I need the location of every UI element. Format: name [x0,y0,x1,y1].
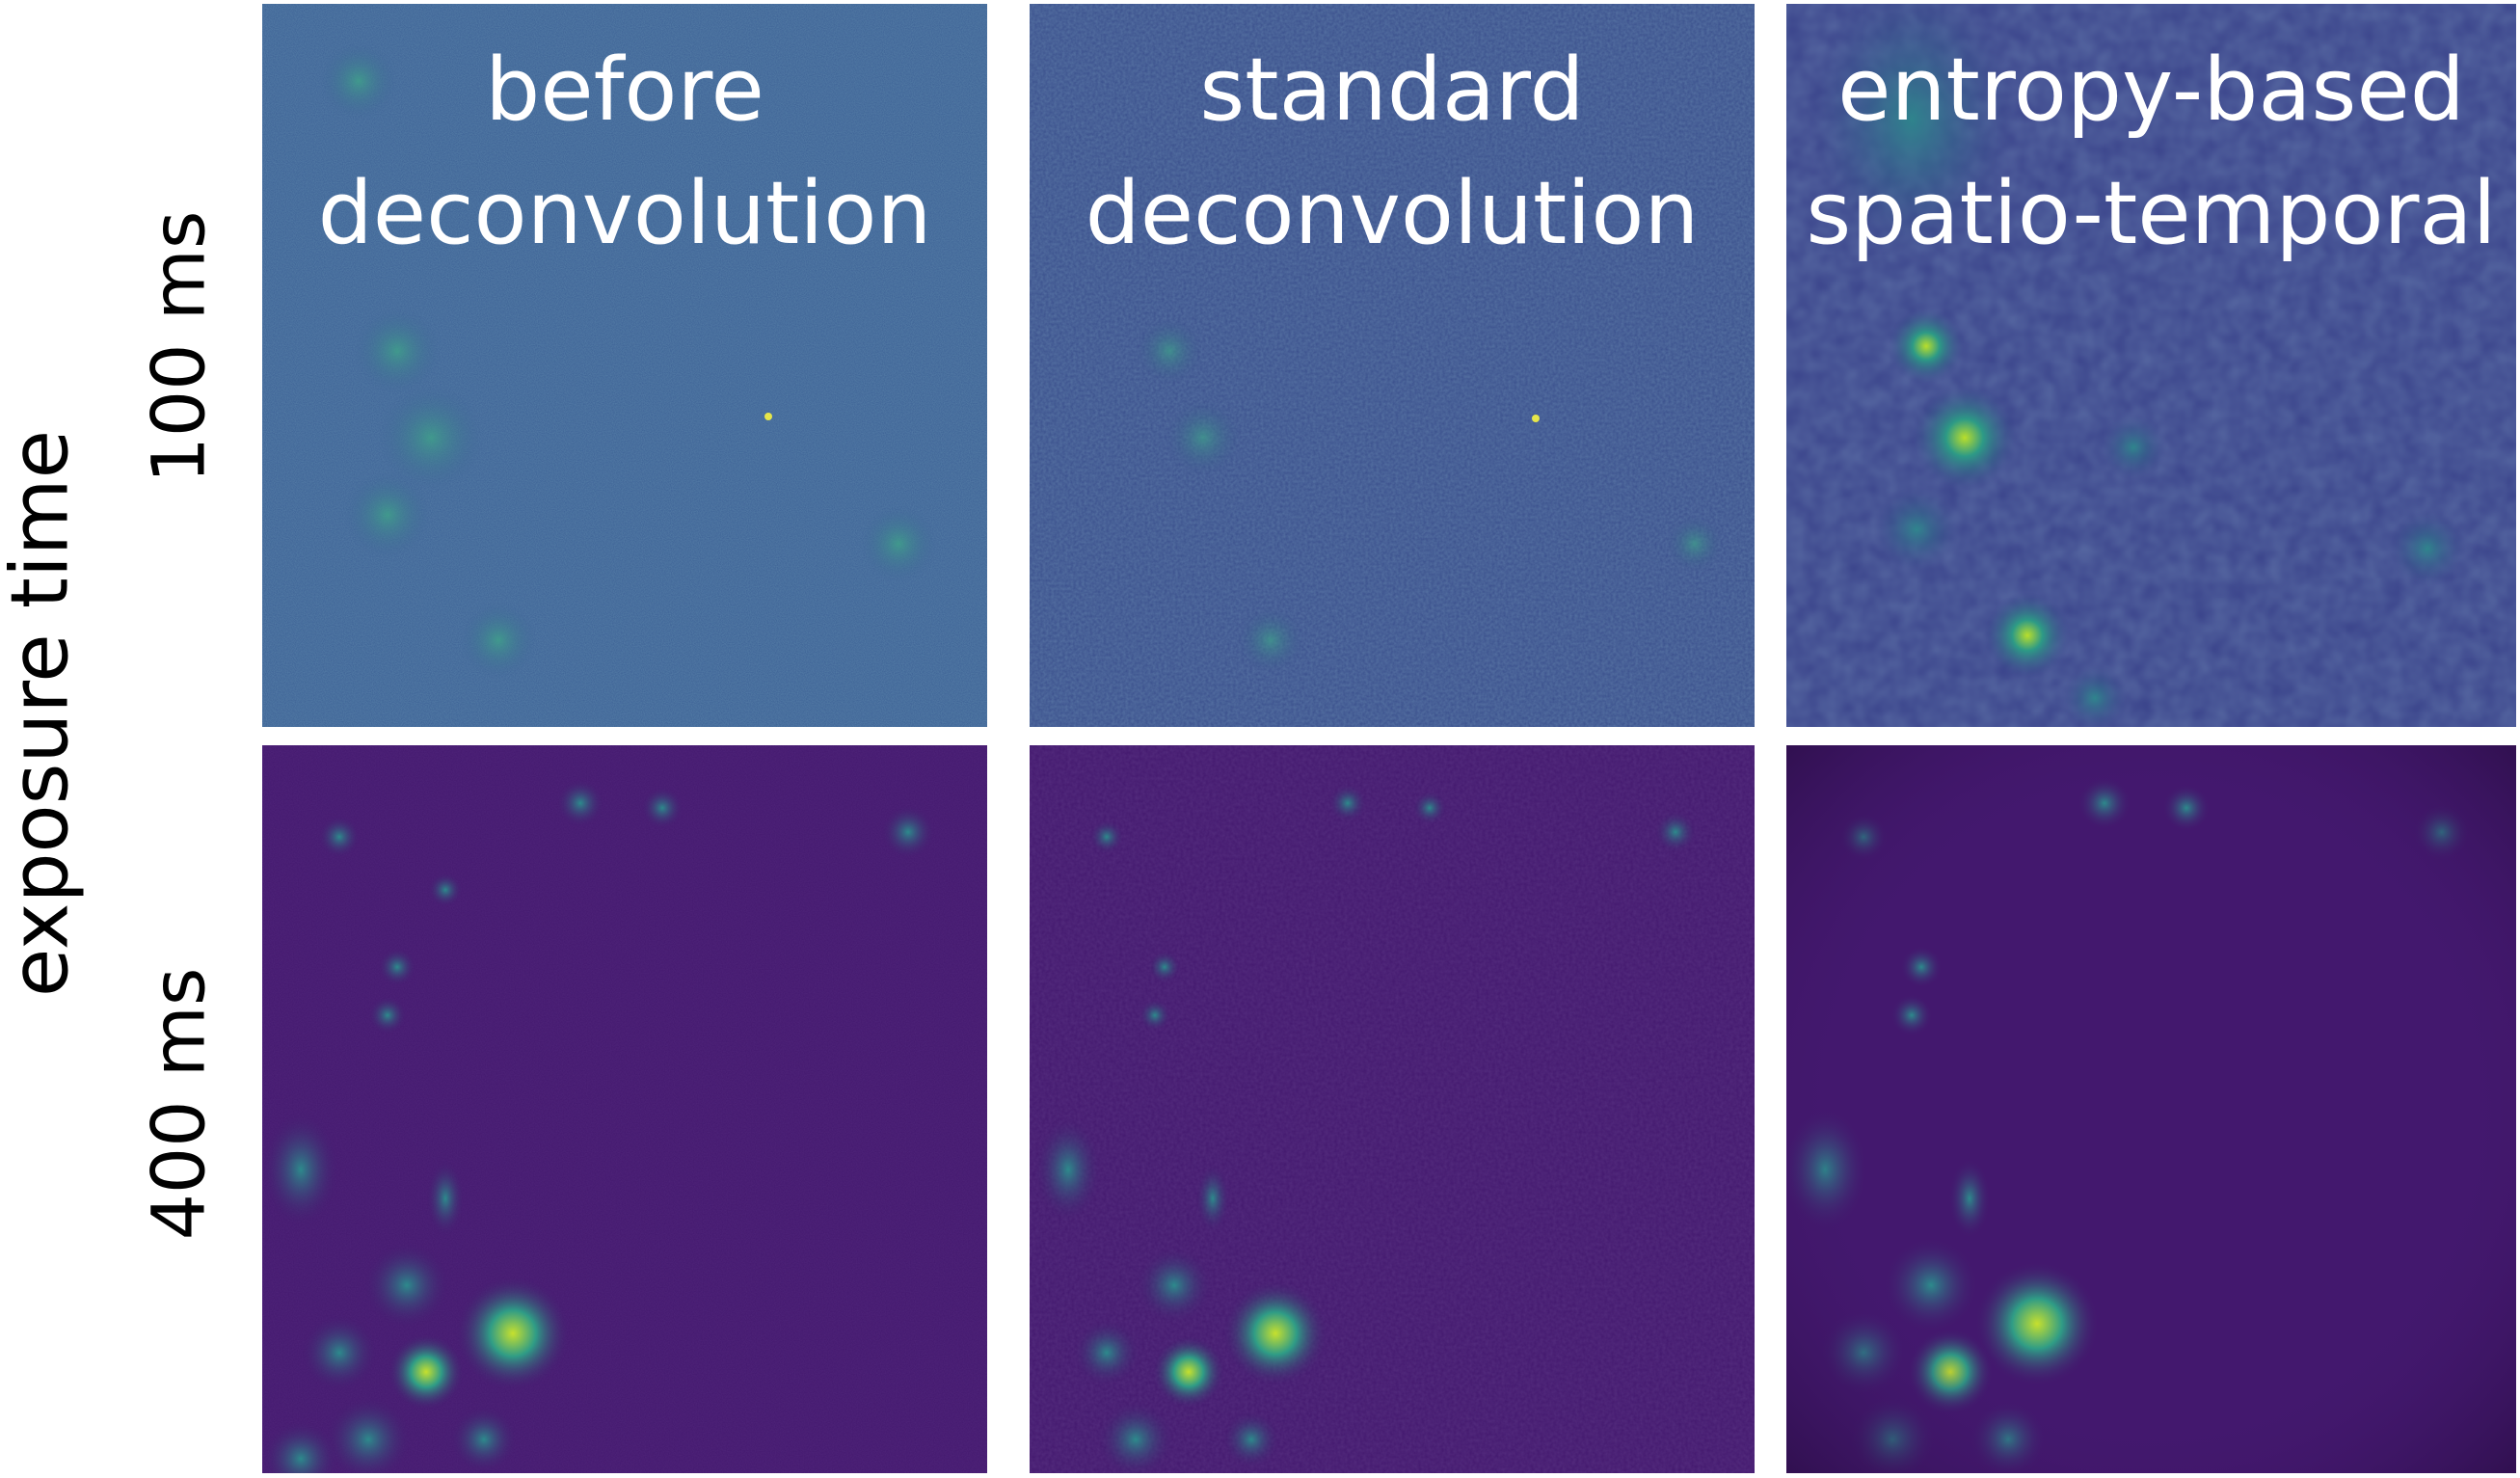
panel-400ms-standard [1030,745,1755,1473]
panel-400ms-before [262,745,987,1473]
column-title-entropy-line2: spatio-temporal [1806,163,2497,264]
row-axis: exposure time 100 ms 400 ms [0,0,222,1478]
column-title-standard-line1: standard [1199,40,1585,141]
panel-400ms-entropy [1786,745,2516,1473]
column-title-before-line2: deconvolution [317,163,932,264]
microscopy-image-100ms-before [262,4,987,727]
microscopy-image-400ms-before [262,745,987,1473]
microscopy-image-100ms-entropy [1786,4,2516,727]
microscopy-image-100ms-standard [1030,4,1755,727]
column-title-before-line1: before [485,40,764,141]
row-label-400ms: 400 ms [135,967,222,1241]
column-title-entropy-line1: entropy-based [1837,40,2465,141]
row-label-100ms: 100 ms [135,210,222,484]
panel-100ms-entropy: entropy-based spatio-temporal [1786,4,2516,727]
microscopy-image-400ms-entropy [1786,745,2516,1473]
panel-100ms-standard: standard deconvolution [1030,4,1755,727]
axis-title-exposure-time: exposure time [0,429,87,998]
column-title-standard-line2: deconvolution [1085,163,1700,264]
microscopy-image-400ms-standard [1030,745,1755,1473]
panel-100ms-before: before deconvolution [262,4,987,727]
